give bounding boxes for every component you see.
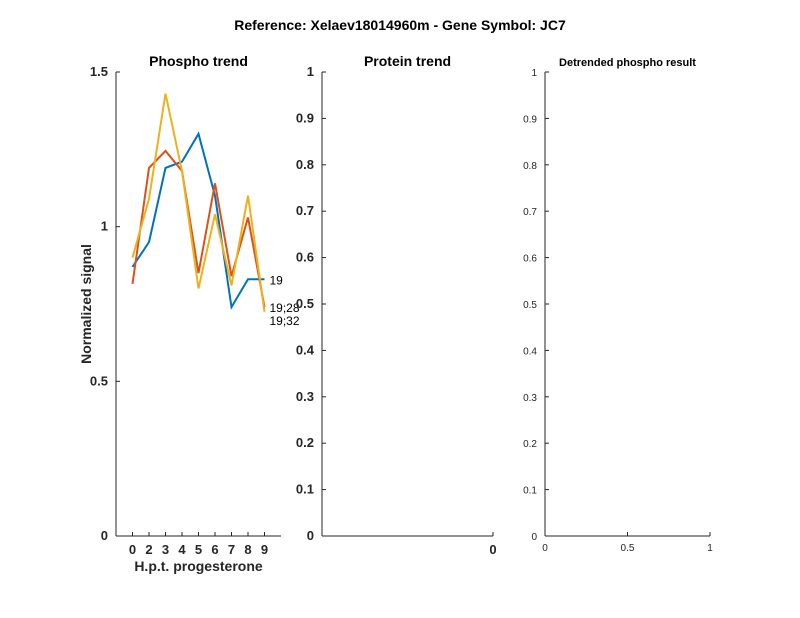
x-tick-label: 0 (129, 542, 136, 557)
axes-title: Phospho trend (149, 53, 248, 69)
x-tick-label: 5 (195, 542, 202, 557)
series-end-label: 19 (270, 273, 284, 287)
axes-title: Protein trend (364, 53, 451, 69)
x-tick-label: 7 (228, 542, 235, 557)
series-end-label: 19;32 (270, 314, 300, 328)
x-tick-label: 0 (489, 542, 496, 557)
series-end-label: 19;28 (270, 301, 300, 315)
x-tick-label: 1 (707, 543, 713, 554)
x-tick-label: 9 (261, 542, 268, 557)
y-tick-label: 0 (101, 528, 108, 543)
x-tick-label: 0.5 (621, 543, 635, 554)
y-tick-label: 0.6 (296, 250, 314, 265)
y-axis-label: Normalized signal (78, 244, 94, 364)
y-tick-label: 0.2 (523, 439, 537, 450)
series-line-19-32 (131, 93, 266, 312)
y-tick-label: 0.4 (296, 342, 315, 357)
x-tick-label: 0 (542, 543, 548, 554)
y-tick-label: 0.9 (523, 114, 537, 125)
axes-protein-trend: Protein trend 0 0.1 0.2 0.3 0.4 0.5 0.6 0.7 0.8 0.… (296, 53, 497, 557)
y-tick-label: 0.8 (296, 157, 314, 172)
figure-title: Reference: Xelaev18014960m - Gene Symbol… (234, 17, 566, 33)
series-line-19 (131, 131, 265, 311)
y-tick-label: 1 (101, 219, 108, 234)
y-tick-label: 0.3 (296, 389, 314, 404)
axes-title: Detrended phospho result (559, 57, 696, 69)
y-tick-label: 0.7 (523, 207, 537, 218)
x-tick-label: 8 (244, 542, 251, 557)
y-tick-label: 1 (307, 64, 314, 79)
y-tick-label: 0.9 (296, 110, 314, 125)
x-tick-label: 3 (162, 542, 169, 557)
y-tick-label: 1.5 (90, 64, 108, 79)
y-tick-label: 0.5 (523, 300, 537, 311)
y-tick-label: 0.2 (296, 435, 314, 450)
x-tick-label: 2 (145, 542, 152, 557)
y-tick-label: 0.1 (296, 482, 314, 497)
axes-detrended-phospho: Detrended phospho result 0 0.1 0.2 0.3 0.4 0.5… (523, 57, 713, 554)
y-tick-label: 0.3 (523, 393, 537, 404)
x-axis-label: H.p.t. progesterone (134, 558, 263, 574)
y-tick-label: 0.5 (296, 296, 314, 311)
y-tick-label: 0 (307, 528, 314, 543)
y-tick-label: 0.6 (523, 254, 537, 265)
y-tick-label: 1 (531, 68, 537, 79)
x-tick-label: 6 (211, 542, 218, 557)
y-tick-label: 0.4 (523, 346, 537, 357)
y-tick-label: 0.7 (296, 203, 314, 218)
y-tick-label: 0.1 (523, 486, 537, 497)
y-tick-label: 0 (531, 532, 537, 543)
y-tick-label: 0.8 (523, 161, 537, 172)
y-tick-label: 0.5 (90, 373, 108, 388)
x-tick-label: 4 (178, 542, 186, 557)
